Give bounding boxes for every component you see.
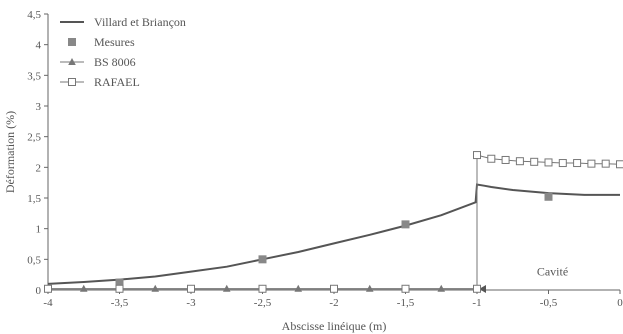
annotations: Cavité [537,265,568,279]
y-tick-label: 4 [36,40,42,52]
data-point [487,154,496,163]
data-point [222,284,231,292]
x-tick-label: 0 [617,297,623,309]
series-3 [44,151,623,293]
data-point [515,157,524,166]
cavity-label: Cavité [537,265,568,279]
data-point [187,284,195,293]
data-point [151,284,160,292]
series-0 [47,183,620,285]
data-point [258,284,267,293]
y-axis-title: Déformation (%) [3,111,17,193]
y-tick-label: 1,5 [27,193,41,205]
y-tick-label: 3,5 [27,70,41,82]
data-point [401,284,410,293]
data-point [44,284,52,293]
data-point [115,284,124,293]
ticks: -4 -3,5 -3 -2,5 -2 -1,5 -1 -0,5 0 0 0,5 1 1,5 2 2,5 3 3,… [27,9,623,309]
y-tick-label: 2,5 [27,132,41,144]
legend-label: Mesures [94,35,135,49]
x-tick-label: -2 [329,297,338,309]
legend-label: Villard et Briançon [94,15,186,29]
data-point [401,220,410,229]
legend-marker [68,38,76,46]
y-tick-label: 2 [36,162,42,174]
legend-marker [68,78,76,86]
legend-marker [68,58,76,65]
x-tick-label: -3,5 [111,297,129,309]
x-tick-label: -3 [186,297,196,309]
data-point [294,284,303,292]
series-line [48,154,621,290]
data-point [473,151,481,160]
series-1 [115,192,553,287]
y-tick-label: 0,5 [27,254,41,266]
data-point [258,255,267,264]
x-axis-title: Abscisse linéique (m) [282,319,387,333]
x-tick-label: -2,5 [254,297,272,309]
data-point [115,278,124,287]
y-tick-label: 1 [36,224,42,236]
legend-item: BS 8006 [60,55,136,69]
legend-label: RAFAEL [94,75,140,89]
data-point [601,159,610,168]
legend: Villard et Briançon Mesures BS 8006 RAFAEL [60,15,186,89]
y-tick-label: 0 [36,285,42,297]
series-line [47,183,620,285]
x-tick-label: -4 [43,297,53,309]
legend-item: Mesures [68,35,135,49]
data-point [573,159,582,168]
data-point [330,284,338,293]
x-tick-label: -0,5 [540,297,558,309]
data-point [587,159,596,168]
legend-label: BS 8006 [94,55,136,69]
series-layer [44,151,623,293]
legend-item: Villard et Briançon [60,15,186,29]
data-point [473,284,481,293]
data-point [530,157,539,166]
x-tick-label: -1 [472,297,481,309]
data-point [79,284,88,292]
cavity-arrow-icon [479,285,486,293]
data-point [616,160,623,169]
legend-item: RAFAEL [60,75,140,89]
y-tick-label: 3 [36,101,42,113]
data-point [437,284,446,292]
data-point [501,155,510,164]
y-tick-label: 4,5 [27,9,41,21]
data-point [544,192,553,201]
x-tick-label: -1,5 [397,297,415,309]
data-point [365,284,374,292]
data-point [544,158,553,167]
data-point [558,159,567,168]
